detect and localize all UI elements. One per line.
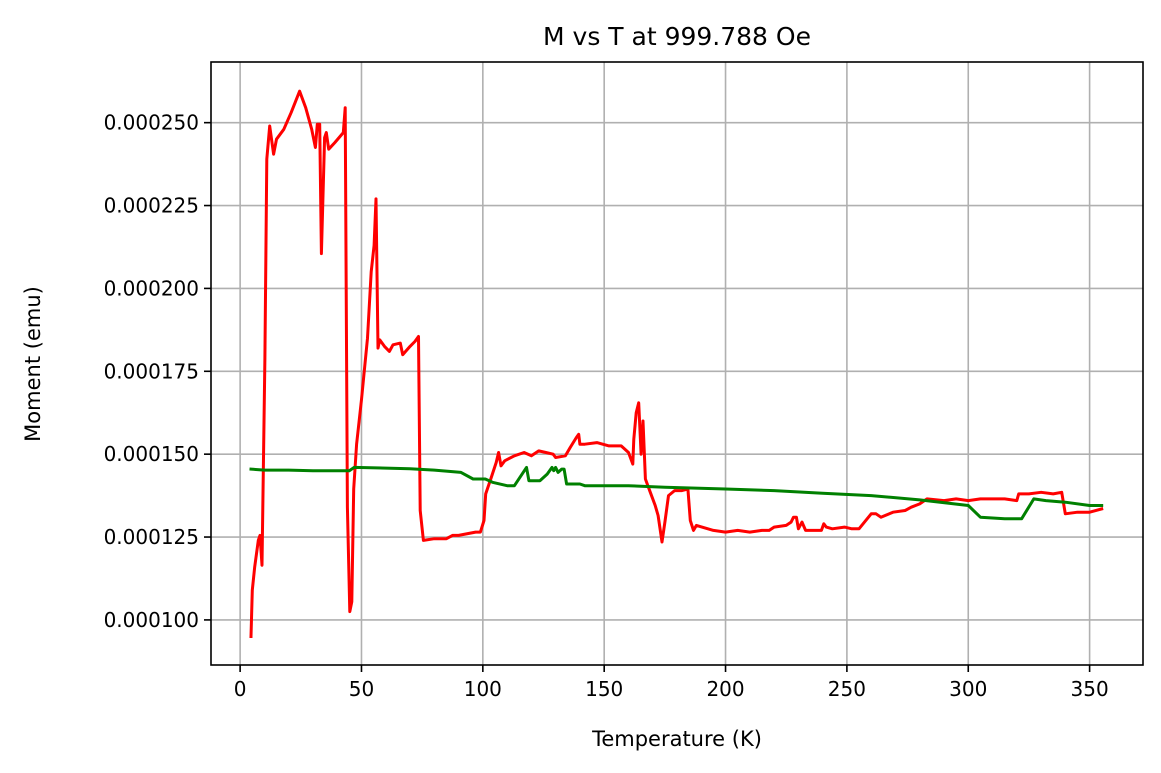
series-group xyxy=(249,89,1104,639)
x-tick-label: 100 xyxy=(464,677,502,701)
x-tick-label: 200 xyxy=(706,677,744,701)
y-axis: 0.000100 0.000125 0.000150 0.000175 0.000200… xyxy=(104,111,211,632)
x-tick-label: 250 xyxy=(828,677,866,701)
plot-frame xyxy=(210,61,1144,666)
y-tick-label: 0.000225 xyxy=(104,194,199,218)
y-tick-label: 0.000125 xyxy=(104,525,199,549)
y-tick-label: 0.000100 xyxy=(104,608,199,632)
series-line-2 xyxy=(249,465,1104,521)
x-tick-label: 0 xyxy=(234,677,247,701)
series-line-1 xyxy=(249,89,1104,639)
y-tick-label: 0.000250 xyxy=(104,111,199,135)
x-axis: 0 50 100 150 200 250 300 350 xyxy=(234,665,1109,701)
x-tick-label: 50 xyxy=(349,677,374,701)
chart-title: M vs T at 999.788 Oe xyxy=(543,22,811,51)
y-axis-label: Moment (emu) xyxy=(21,286,45,442)
x-axis-label: Temperature (K) xyxy=(591,727,762,751)
x-tick-label: 350 xyxy=(1071,677,1109,701)
y-tick-label: 0.000200 xyxy=(104,276,199,300)
x-tick-label: 300 xyxy=(949,677,987,701)
y-tick-label: 0.000150 xyxy=(104,442,199,466)
y-tick-label: 0.000175 xyxy=(104,359,199,383)
x-tick-label: 150 xyxy=(585,677,623,701)
grid xyxy=(211,62,1143,665)
